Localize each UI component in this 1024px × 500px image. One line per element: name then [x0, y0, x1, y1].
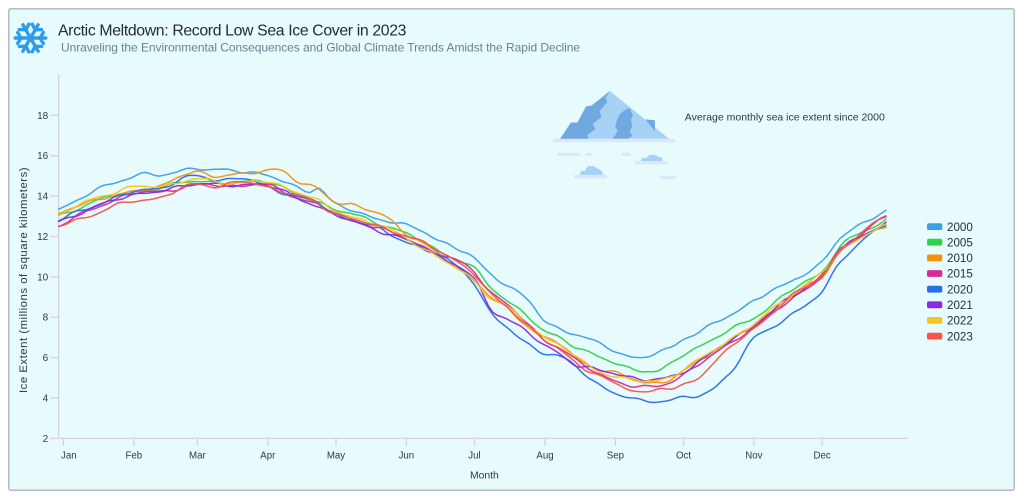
svg-text:2023: 2023 [947, 330, 973, 343]
svg-text:Unraveling the Environmental C: Unraveling the Environmental Consequence… [61, 41, 580, 55]
svg-text:2005: 2005 [947, 236, 973, 249]
svg-text:2015: 2015 [947, 268, 973, 281]
svg-text:Sep: Sep [607, 450, 624, 461]
svg-text:Oct: Oct [676, 450, 691, 461]
svg-text:Dec: Dec [813, 450, 830, 461]
svg-text:Month: Month [470, 470, 499, 481]
svg-text:6: 6 [43, 353, 49, 364]
svg-text:2: 2 [43, 434, 49, 445]
svg-text:2022: 2022 [947, 315, 973, 328]
svg-text:12: 12 [37, 232, 49, 243]
svg-text:May: May [327, 450, 345, 461]
svg-text:2000: 2000 [947, 221, 973, 234]
svg-text:10: 10 [37, 272, 49, 283]
svg-text:Jun: Jun [399, 450, 415, 461]
svg-text:2020: 2020 [947, 283, 973, 296]
svg-text:2010: 2010 [947, 252, 973, 265]
svg-text:8: 8 [43, 313, 49, 324]
svg-text:Mar: Mar [189, 450, 206, 461]
svg-text:18: 18 [37, 111, 49, 122]
svg-text:Feb: Feb [125, 450, 142, 461]
svg-text:14: 14 [37, 192, 49, 203]
svg-text:2021: 2021 [947, 299, 973, 312]
svg-text:Nov: Nov [745, 450, 762, 461]
svg-text:Jul: Jul [468, 450, 480, 461]
svg-text:Apr: Apr [260, 450, 276, 461]
svg-text:Aug: Aug [536, 450, 553, 461]
svg-text:4: 4 [43, 393, 49, 404]
svg-text:Arctic Meltdown: Record Low Se: Arctic Meltdown: Record Low Sea Ice Cove… [58, 23, 407, 40]
svg-text:Average monthly sea ice extent: Average monthly sea ice extent since 200… [685, 111, 885, 123]
svg-text:Ice Extent (millions of square: Ice Extent (millions of square kilometer… [18, 167, 30, 393]
svg-text:16: 16 [37, 151, 49, 162]
svg-text:Jan: Jan [61, 450, 77, 461]
